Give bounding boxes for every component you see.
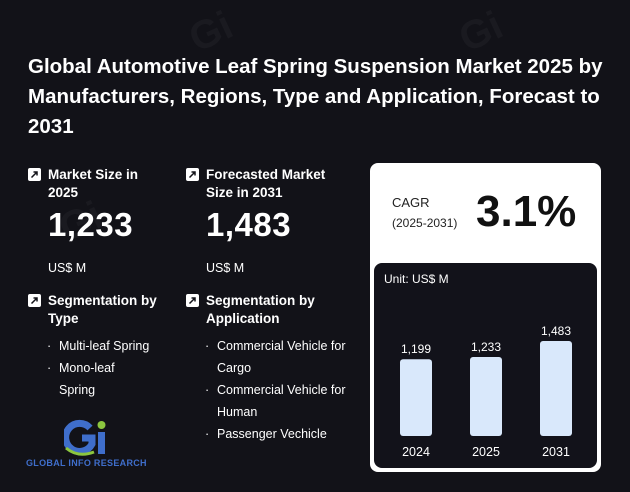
logo-text: GLOBAL INFO RESEARCH: [26, 458, 147, 468]
data-label: 1,199: [401, 342, 431, 356]
cagr-label: CAGR: [392, 195, 430, 210]
bar-2024: [400, 359, 432, 436]
forecast-size-label: Forecasted Market Size in 2031: [206, 167, 326, 200]
data-label: 1,483: [541, 324, 571, 338]
market-size-unit: US$ M: [48, 261, 87, 275]
unit-label: Unit: US$ M: [384, 272, 449, 286]
arrow-up-right-icon: [28, 168, 41, 181]
bar-chart: Unit: US$ M 1,199 2024 1,233 2025 1,483 2031: [374, 263, 597, 468]
segmentation-application-label: Segmentation by Application: [206, 293, 315, 326]
bar-chart-svg: 1,199 2024 1,233 2025 1,483 2031: [400, 324, 572, 459]
forecast-size-value: 1,483: [206, 206, 292, 243]
data-label: 1,233: [471, 340, 501, 354]
list-item: Commercial Vehicle for Cargo: [205, 335, 355, 379]
cagr-card: CAGR (2025-2031) 3.1% Unit: US$ M 1,199 2…: [370, 163, 601, 472]
bar-2025: [470, 357, 502, 436]
list-item: Passenger Vechicle: [205, 423, 355, 445]
cagr-value: 3.1%: [476, 187, 577, 236]
x-tick-label: 2031: [542, 445, 570, 459]
application-list: Commercial Vehicle for Cargo Commercial …: [205, 335, 355, 445]
list-item: Multi-leaf Spring: [47, 335, 167, 357]
x-tick-label: 2025: [472, 445, 500, 459]
x-tick-label: 2024: [402, 445, 430, 459]
gi-logo-icon: [64, 419, 106, 456]
arrow-up-right-icon: [186, 294, 199, 307]
list-item: Commercial Vehicle for Human: [205, 379, 355, 423]
bar-2031: [540, 341, 572, 436]
arrow-up-right-icon: [186, 168, 199, 181]
segmentation-type-label: Segmentation by Type: [48, 293, 157, 326]
segmentation-application: Segmentation by Application: [186, 292, 356, 332]
list-item: Mono-leaf Spring: [47, 357, 117, 401]
page-title: Global Automotive Leaf Spring Suspension…: [28, 55, 603, 138]
forecast-size-kpi: Forecasted Market Size in 2031 1,483 US$…: [186, 166, 356, 286]
forecast-size-unit: US$ M: [206, 261, 245, 275]
market-size-label: Market Size in 2025: [48, 167, 139, 200]
market-size-value: 1,233: [48, 206, 134, 243]
arrow-up-right-icon: [28, 294, 41, 307]
cagr-years: (2025-2031): [392, 216, 458, 230]
logo: GLOBAL INFO RESEARCH: [26, 418, 166, 470]
type-list: Multi-leaf Spring Mono-leaf Spring: [47, 335, 167, 401]
market-size-kpi: Market Size in 2025 1,233 US$ M: [28, 166, 178, 286]
segmentation-type: Segmentation by Type: [28, 292, 178, 332]
